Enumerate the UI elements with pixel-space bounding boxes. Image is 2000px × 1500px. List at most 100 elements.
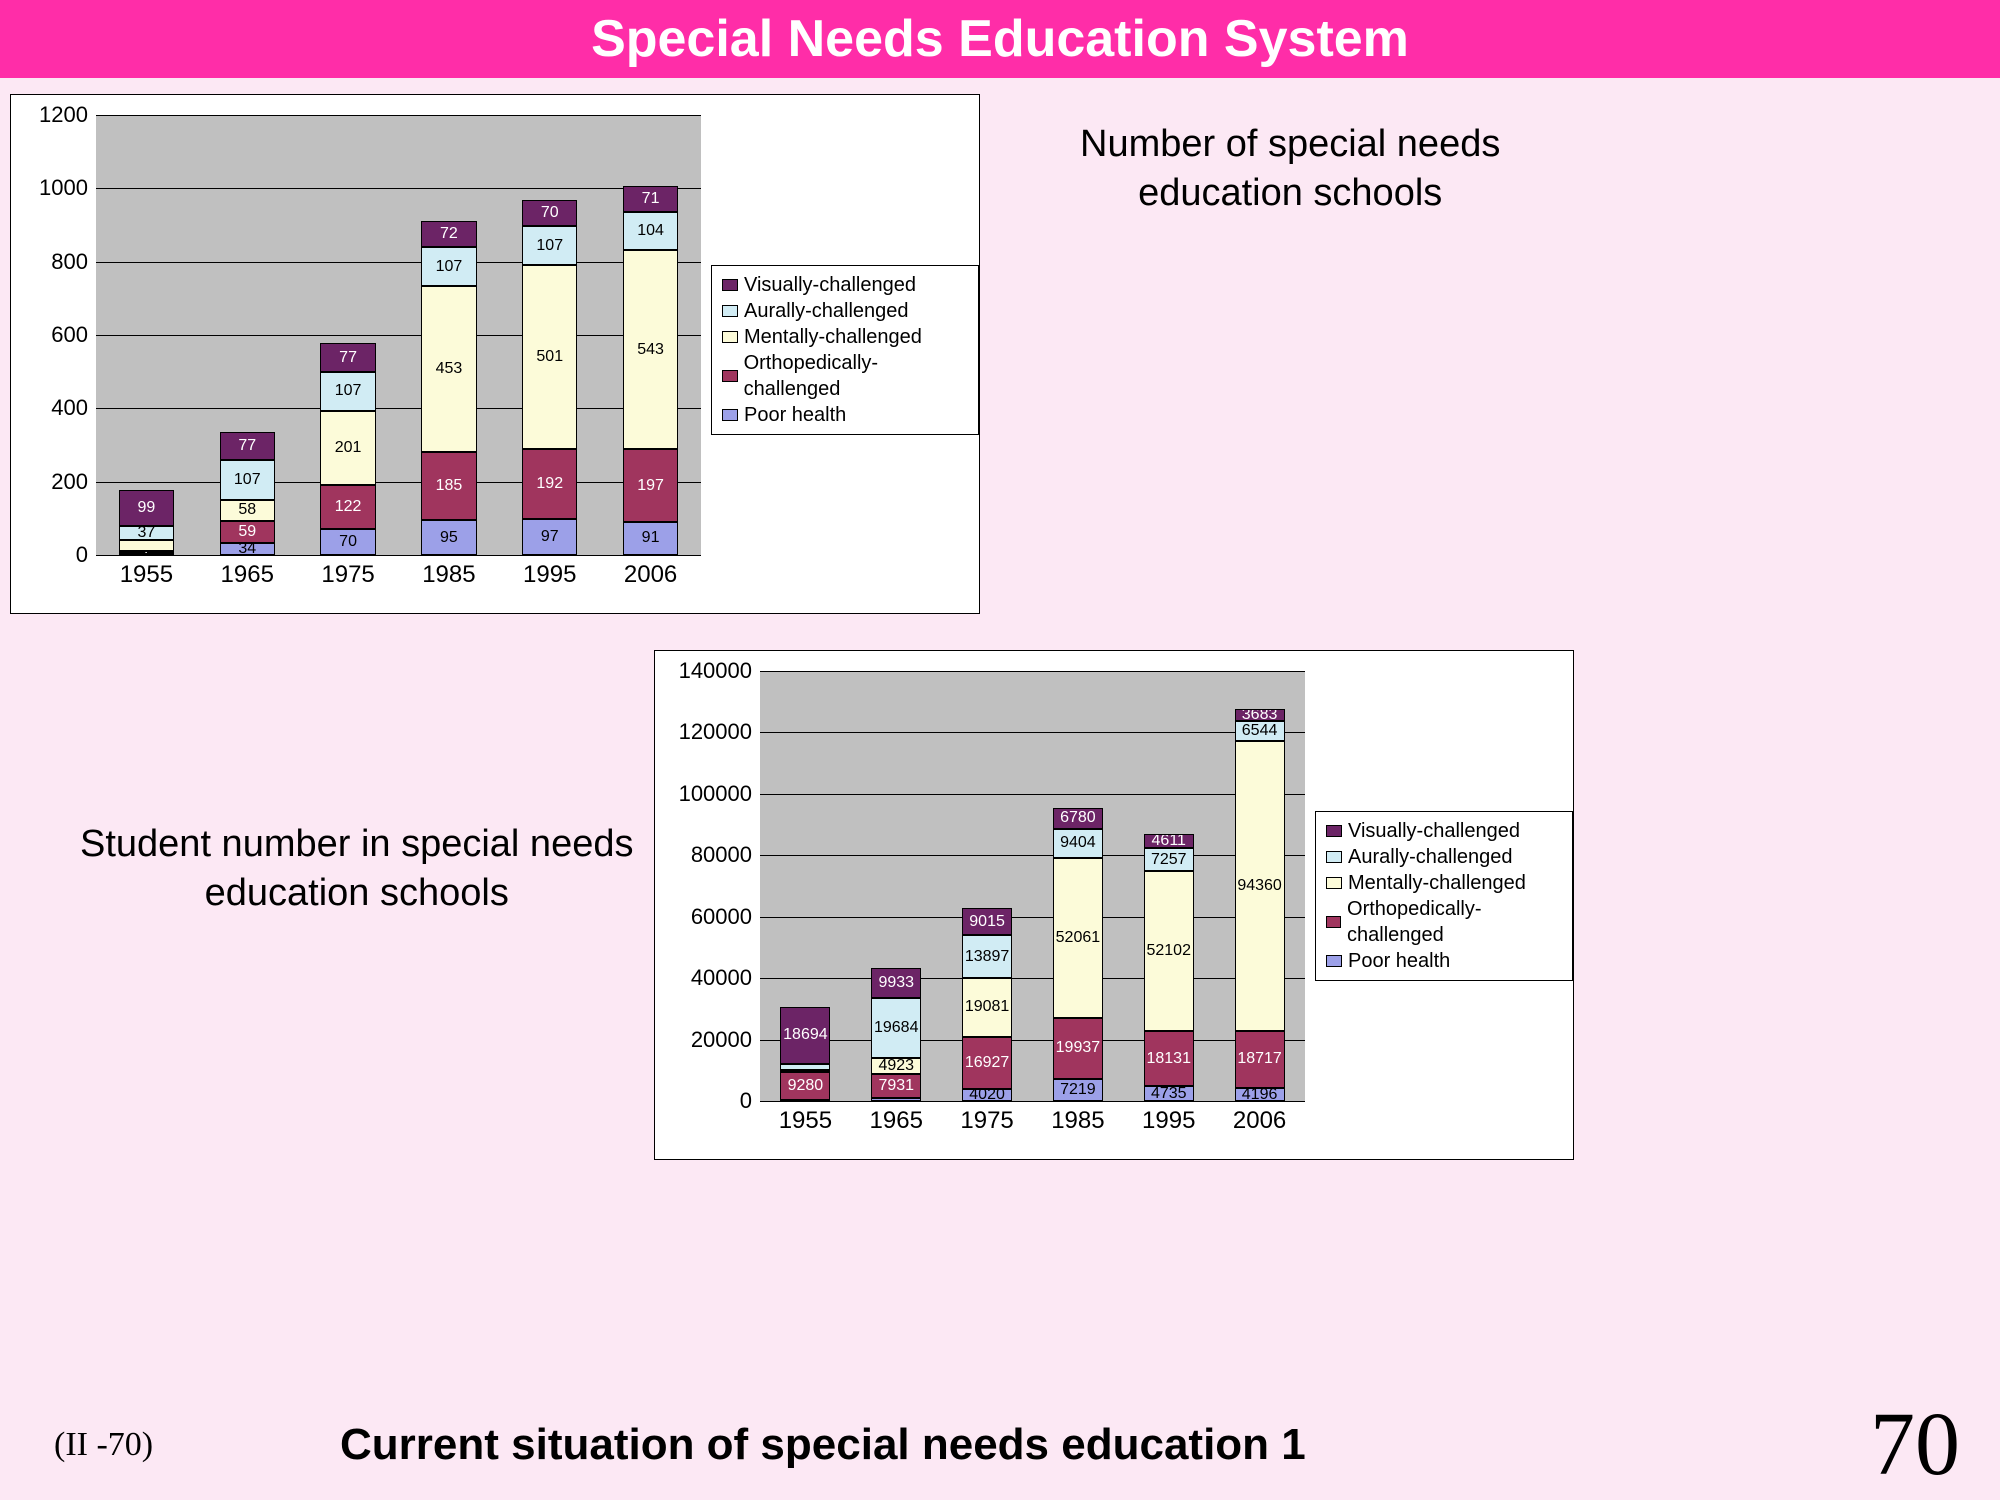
legend-swatch bbox=[1326, 877, 1342, 889]
ytick-label: 80000 bbox=[691, 842, 760, 868]
bar-segment-mentally: 19081 bbox=[962, 978, 1012, 1037]
bar-segment-poor: 34 bbox=[220, 543, 275, 555]
legend-label: Mentally-challenged bbox=[744, 324, 922, 350]
bar-segment-visually: 3683 bbox=[1235, 709, 1285, 720]
segment-label: 107 bbox=[536, 237, 563, 255]
bar-segment-ortho: 197 bbox=[623, 449, 678, 521]
xtick-label: 1985 bbox=[422, 555, 475, 589]
bar-segment-aurally: 7257 bbox=[1144, 848, 1194, 870]
bar-segment-ortho: 185 bbox=[421, 452, 476, 520]
segment-label: 4196 bbox=[1242, 1088, 1278, 1101]
bar-segment-visually: 9933 bbox=[871, 968, 921, 999]
ytick-label: 40000 bbox=[691, 965, 760, 991]
legend-swatch bbox=[1326, 955, 1342, 967]
chart1-plot: 0200400600800100012001955737991965345958… bbox=[96, 115, 701, 555]
legend-swatch bbox=[1326, 916, 1341, 928]
bar-segment-poor: 97 bbox=[522, 519, 577, 555]
segment-label: 9015 bbox=[969, 913, 1005, 931]
segment-label: 9280 bbox=[788, 1077, 824, 1095]
bar-segment-poor: 7219 bbox=[1053, 1079, 1103, 1101]
segment-label: 9933 bbox=[878, 974, 914, 992]
footer-ref: (II -70) bbox=[54, 1426, 153, 1464]
segment-label: 501 bbox=[536, 348, 563, 366]
legend-item: Mentally-challenged bbox=[722, 324, 968, 350]
ytick-label: 200 bbox=[51, 469, 96, 495]
segment-label: 19937 bbox=[1056, 1039, 1101, 1057]
xtick-label: 1965 bbox=[221, 555, 274, 589]
legend-label: Orthopedically-challenged bbox=[744, 350, 968, 402]
legend-swatch bbox=[722, 279, 738, 291]
segment-label: 94360 bbox=[1237, 877, 1282, 895]
bar-segment-ortho: 192 bbox=[522, 449, 577, 519]
bar-segment-mentally: 501 bbox=[522, 265, 577, 449]
segment-label: 52102 bbox=[1146, 942, 1191, 960]
bar-segment-poor bbox=[871, 1098, 921, 1101]
xtick-label: 1955 bbox=[779, 1101, 832, 1135]
bar-segment-poor: 70 bbox=[320, 529, 375, 555]
ytick-label: 20000 bbox=[691, 1027, 760, 1053]
segment-label: 197 bbox=[637, 477, 664, 495]
segment-label: 4020 bbox=[969, 1089, 1005, 1101]
segment-label: 77 bbox=[339, 349, 357, 367]
segment-label: 34 bbox=[238, 543, 256, 555]
segment-label: 16927 bbox=[965, 1054, 1010, 1072]
segment-label: 70 bbox=[541, 204, 559, 222]
segment-label: 58 bbox=[238, 501, 256, 519]
ytick-label: 800 bbox=[51, 249, 96, 275]
bar-segment-aurally bbox=[780, 1064, 830, 1070]
bar-segment-visually: 77 bbox=[320, 343, 375, 371]
legend-item: Orthopedically-challenged bbox=[722, 350, 968, 402]
segment-label: 37 bbox=[138, 526, 156, 540]
segment-label: 52061 bbox=[1056, 929, 1101, 947]
bar-segment-mentally: 94360 bbox=[1235, 741, 1285, 1031]
segment-label: 13897 bbox=[965, 948, 1010, 966]
legend-swatch bbox=[722, 409, 738, 421]
bar-segment-visually: 71 bbox=[623, 186, 678, 212]
segment-label: 19081 bbox=[965, 998, 1010, 1016]
legend-item: Poor health bbox=[1326, 948, 1562, 974]
segment-label: 59 bbox=[238, 523, 256, 541]
bar-segment-mentally: 52102 bbox=[1144, 871, 1194, 1031]
segment-label: 91 bbox=[642, 529, 660, 547]
bar-segment-mentally: 201 bbox=[320, 411, 375, 485]
ytick-label: 140000 bbox=[679, 658, 760, 684]
legend-swatch bbox=[722, 370, 738, 382]
xtick-label: 1955 bbox=[120, 555, 173, 589]
bar-segment-aurally: 107 bbox=[522, 226, 577, 265]
bar-segment-visually: 18694 bbox=[780, 1007, 830, 1064]
ytick-label: 1200 bbox=[39, 102, 96, 128]
ytick-label: 0 bbox=[76, 542, 96, 568]
segment-label: 7 bbox=[142, 551, 151, 554]
bar-segment-aurally: 107 bbox=[421, 247, 476, 286]
bar-segment-ortho: 59 bbox=[220, 521, 275, 543]
bar-segment-mentally: 58 bbox=[220, 500, 275, 521]
bar-segment-aurally: 13897 bbox=[962, 935, 1012, 978]
segment-label: 7931 bbox=[878, 1077, 914, 1095]
segment-label: 3683 bbox=[1242, 709, 1278, 720]
bar-segment-mentally: 4923 bbox=[871, 1058, 921, 1073]
bar-segment-aurally: 19684 bbox=[871, 998, 921, 1058]
xtick-label: 1985 bbox=[1051, 1101, 1104, 1135]
bar-segment-ortho: 19937 bbox=[1053, 1018, 1103, 1079]
legend-label: Visually-challenged bbox=[744, 272, 916, 298]
segment-label: 9404 bbox=[1060, 834, 1096, 852]
legend-label: Poor health bbox=[744, 402, 846, 428]
segment-label: 6544 bbox=[1242, 722, 1278, 740]
segment-label: 192 bbox=[536, 475, 563, 493]
chart-students: 0200004000060000800001000001200001400001… bbox=[654, 650, 1574, 1160]
chart2-legend: Visually-challengedAurally-challengedMen… bbox=[1315, 811, 1573, 981]
legend-label: Poor health bbox=[1348, 948, 1450, 974]
bar-segment-aurally: 107 bbox=[320, 372, 375, 411]
legend-item: Visually-challenged bbox=[722, 272, 968, 298]
bar-segment-visually: 72 bbox=[421, 221, 476, 247]
bar-segment-visually: 99 bbox=[119, 490, 174, 526]
segment-label: 4611 bbox=[1152, 834, 1186, 848]
header: Special Needs Education System bbox=[0, 0, 2000, 78]
footer-title: Current situation of special needs educa… bbox=[340, 1420, 1306, 1470]
segment-label: 185 bbox=[436, 477, 463, 495]
page-number: 70 bbox=[1870, 1393, 1960, 1496]
bar-segment-ortho: 9280 bbox=[780, 1072, 830, 1101]
bar-segment-visually: 9015 bbox=[962, 908, 1012, 936]
ytick-label: 1000 bbox=[39, 175, 96, 201]
xtick-label: 1975 bbox=[960, 1101, 1013, 1135]
